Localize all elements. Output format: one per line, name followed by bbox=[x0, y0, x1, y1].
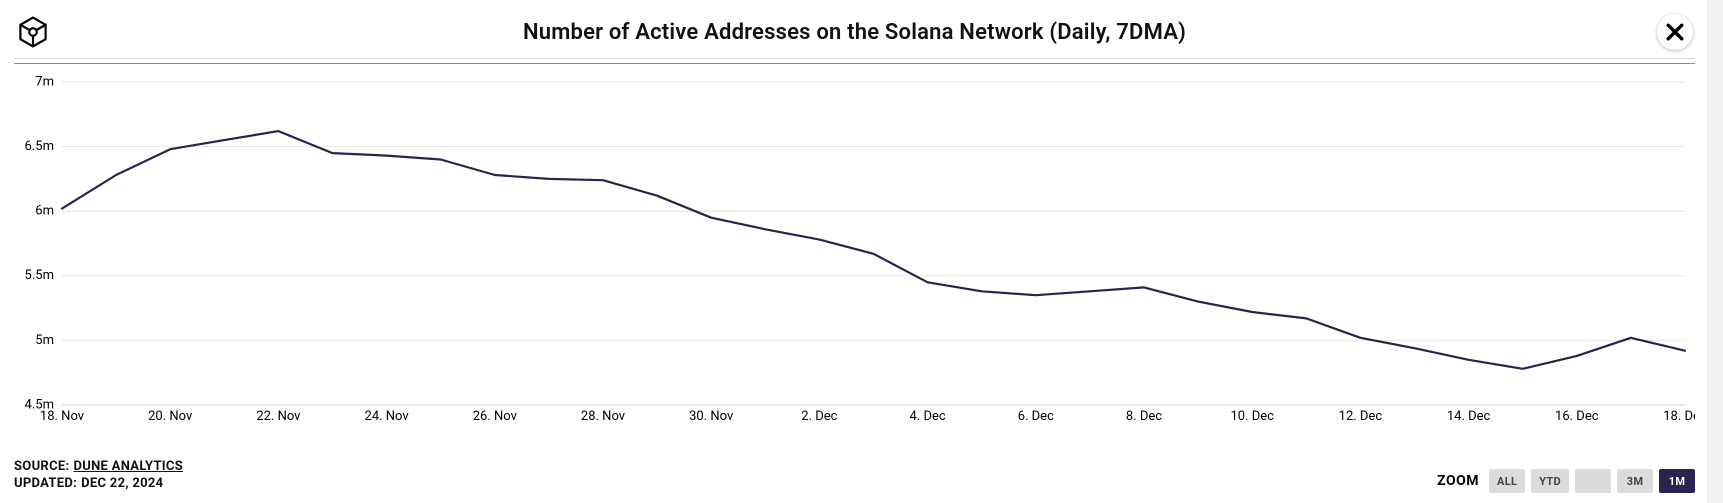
zoom-button-blank[interactable] bbox=[1575, 469, 1611, 493]
zoom-controls: ZOOM ALLYTD 3M1M bbox=[1437, 469, 1695, 493]
chart-card: Number of Active Addresses on the Solana… bbox=[0, 0, 1723, 503]
svg-text:8. Dec: 8. Dec bbox=[1126, 409, 1162, 424]
svg-text:6. Dec: 6. Dec bbox=[1018, 409, 1054, 424]
svg-text:22. Nov: 22. Nov bbox=[256, 409, 301, 424]
metadata: SOURCE: DUNE ANALYTICS UPDATED: DEC 22, … bbox=[14, 459, 183, 493]
divider-top bbox=[14, 58, 1695, 59]
chart-title: Number of Active Addresses on the Solana… bbox=[52, 20, 1657, 45]
logo-cube-icon bbox=[14, 13, 52, 51]
svg-text:20. Nov: 20. Nov bbox=[148, 409, 193, 424]
zoom-button-ytd[interactable]: YTD bbox=[1531, 469, 1569, 493]
zoom-button-3m[interactable]: 3M bbox=[1617, 469, 1653, 493]
svg-text:12. Dec: 12. Dec bbox=[1339, 409, 1383, 424]
svg-text:5m: 5m bbox=[35, 333, 54, 348]
svg-text:18. Nov: 18. Nov bbox=[40, 409, 85, 424]
zoom-label: ZOOM bbox=[1437, 473, 1479, 489]
close-icon bbox=[1666, 23, 1684, 41]
zoom-button-1m[interactable]: 1M bbox=[1659, 469, 1695, 493]
svg-text:6m: 6m bbox=[35, 204, 54, 219]
line-chart-svg: 4.5m5m5.5m6m6.5m7m18. Nov20. Nov22. Nov2… bbox=[14, 70, 1695, 431]
svg-text:30. Nov: 30. Nov bbox=[689, 409, 734, 424]
svg-text:18. Dec: 18. Dec bbox=[1663, 409, 1695, 424]
svg-text:2. Dec: 2. Dec bbox=[801, 409, 837, 424]
svg-text:10. Dec: 10. Dec bbox=[1230, 409, 1274, 424]
svg-text:28. Nov: 28. Nov bbox=[581, 409, 626, 424]
source-link[interactable]: DUNE ANALYTICS bbox=[73, 459, 183, 476]
chart-area: 4.5m5m5.5m6m6.5m7m18. Nov20. Nov22. Nov2… bbox=[14, 70, 1695, 431]
divider-accent bbox=[14, 63, 1695, 64]
svg-text:6.5m: 6.5m bbox=[25, 139, 54, 154]
svg-text:7m: 7m bbox=[35, 74, 54, 89]
header: Number of Active Addresses on the Solana… bbox=[14, 10, 1693, 54]
updated-label: UPDATED: bbox=[14, 476, 77, 493]
source-label: SOURCE: bbox=[14, 459, 69, 476]
svg-text:4. Dec: 4. Dec bbox=[909, 409, 945, 424]
svg-text:5.5m: 5.5m bbox=[25, 268, 54, 283]
updated-value: DEC 22, 2024 bbox=[81, 476, 163, 493]
zoom-button-all[interactable]: ALL bbox=[1489, 469, 1525, 493]
scrollbar-track[interactable] bbox=[1707, 0, 1723, 503]
footer: SOURCE: DUNE ANALYTICS UPDATED: DEC 22, … bbox=[14, 445, 1695, 493]
svg-text:26. Nov: 26. Nov bbox=[473, 409, 518, 424]
svg-text:16. Dec: 16. Dec bbox=[1555, 409, 1599, 424]
close-button[interactable] bbox=[1657, 14, 1693, 50]
svg-text:24. Nov: 24. Nov bbox=[365, 409, 410, 424]
svg-text:14. Dec: 14. Dec bbox=[1447, 409, 1491, 424]
